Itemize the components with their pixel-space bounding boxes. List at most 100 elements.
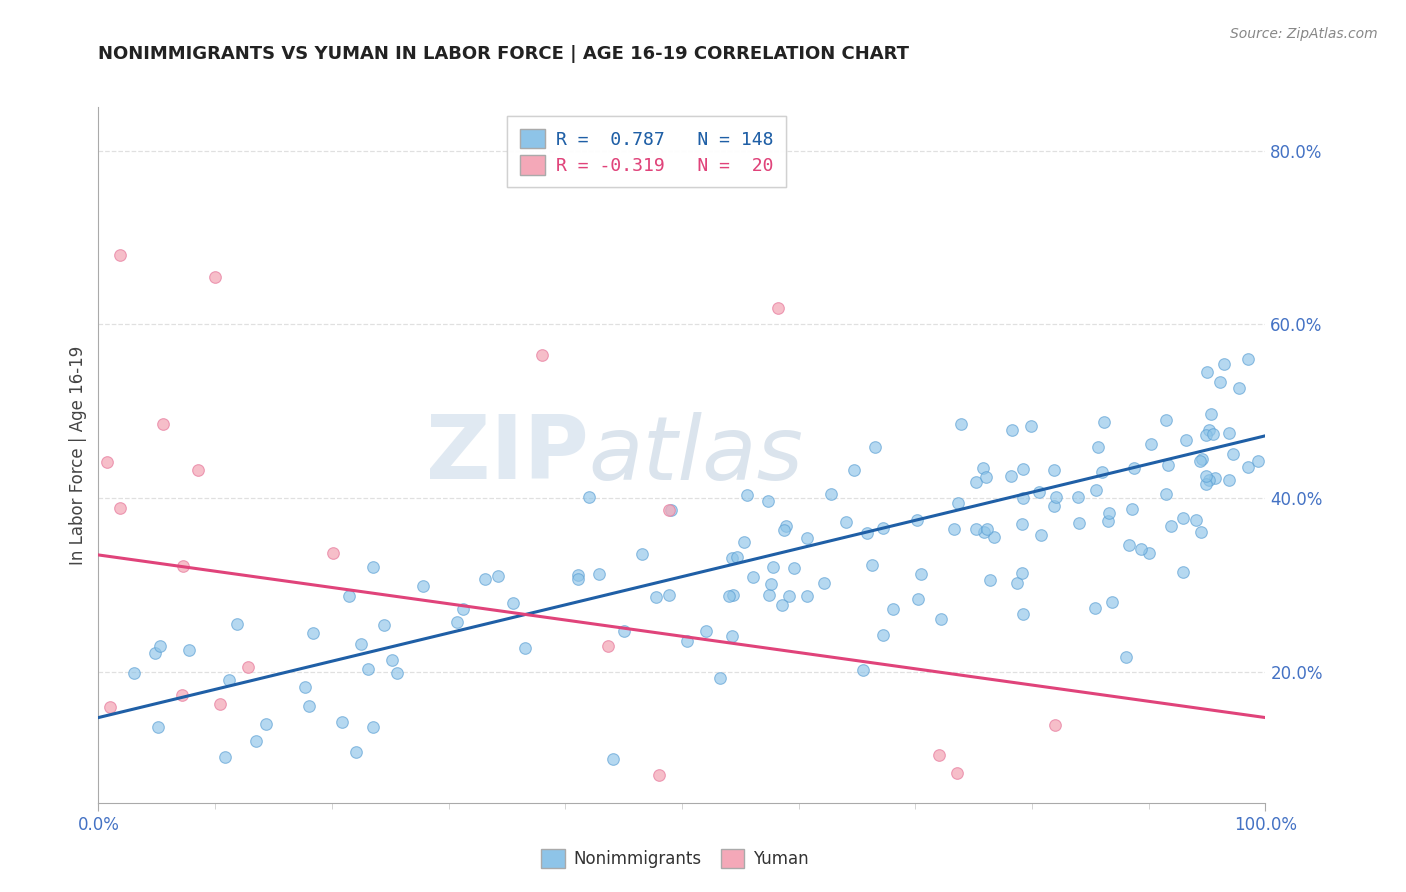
Point (661, 503, 683, 517)
Point (1175, 433, 1198, 447)
Point (1001, 423, 1024, 437)
Point (735, 488, 758, 502)
Point (1195, 428, 1218, 442)
Point (1218, 474, 1240, 488)
Point (1154, 487, 1177, 501)
Point (910, 567, 932, 582)
Point (965, 522, 987, 536)
Point (1197, 365, 1219, 379)
Point (907, 592, 929, 607)
Point (979, 573, 1001, 587)
Point (361, 560, 384, 574)
Point (1202, 427, 1225, 442)
Point (578, 491, 600, 505)
Point (1098, 506, 1121, 520)
Point (1195, 477, 1218, 491)
Point (172, 689, 194, 703)
Point (709, 671, 731, 685)
Point (602, 752, 624, 766)
Point (865, 440, 887, 454)
Point (152, 417, 174, 432)
Point (1000, 469, 1022, 483)
Point (796, 589, 818, 603)
Point (513, 640, 536, 655)
Point (733, 534, 755, 549)
Point (720, 629, 742, 643)
Point (742, 570, 765, 584)
Point (567, 572, 589, 586)
Point (330, 714, 353, 729)
Point (381, 653, 404, 667)
Point (631, 547, 654, 561)
Point (214, 750, 236, 764)
Legend: R =  0.787   N = 148, R = -0.319   N =  20: R = 0.787 N = 148, R = -0.319 N = 20 (508, 116, 786, 187)
Point (946, 495, 969, 509)
Point (1184, 513, 1206, 527)
Point (1156, 458, 1178, 473)
Y-axis label: In Labor Force | Age 16-19: In Labor Force | Age 16-19 (69, 345, 87, 565)
Point (983, 530, 1005, 544)
Point (1045, 490, 1067, 504)
Point (1118, 538, 1140, 552)
Point (762, 560, 785, 574)
Point (1011, 566, 1033, 581)
Text: Source: ZipAtlas.com: Source: ZipAtlas.com (1230, 27, 1378, 41)
Point (1029, 528, 1052, 542)
Point (1189, 524, 1212, 539)
Point (1005, 576, 1028, 591)
Text: ZIP: ZIP (426, 411, 589, 499)
Point (717, 589, 740, 603)
Point (294, 681, 316, 695)
Point (842, 463, 865, 477)
Point (882, 601, 904, 615)
Point (98, 700, 121, 714)
Point (1154, 413, 1177, 427)
Point (1227, 381, 1250, 395)
Point (96, 454, 118, 468)
Point (1091, 465, 1114, 479)
Point (1222, 447, 1244, 461)
Point (302, 625, 325, 640)
Point (965, 475, 987, 489)
Point (929, 612, 952, 626)
Point (110, 248, 132, 262)
Point (1137, 546, 1160, 560)
Point (596, 639, 619, 653)
Point (1115, 649, 1137, 664)
Point (852, 663, 875, 677)
Point (502, 596, 524, 610)
Point (1085, 483, 1108, 497)
Point (1195, 468, 1218, 483)
Point (778, 589, 800, 603)
Point (775, 518, 797, 533)
Point (813, 576, 835, 591)
Point (1121, 502, 1143, 516)
Point (658, 503, 681, 517)
Point (758, 588, 780, 602)
Point (675, 633, 697, 648)
Point (474, 572, 496, 586)
Point (530, 348, 553, 362)
Point (720, 550, 742, 565)
Point (613, 624, 636, 638)
Point (796, 531, 818, 545)
Point (1028, 485, 1050, 500)
Point (451, 601, 474, 615)
Point (146, 721, 169, 735)
Point (1019, 418, 1042, 433)
Point (972, 460, 994, 475)
Point (928, 747, 950, 762)
Point (723, 588, 745, 602)
Point (1069, 516, 1091, 530)
Point (872, 521, 894, 535)
Point (446, 615, 468, 629)
Point (1043, 463, 1066, 477)
Point (1092, 415, 1115, 429)
Point (1011, 516, 1033, 531)
Point (588, 567, 610, 582)
Point (1204, 471, 1226, 485)
Point (149, 639, 172, 653)
Text: NONIMMIGRANTS VS YUMAN IN LABOR FORCE | AGE 16-19 CORRELATION CHART: NONIMMIGRANTS VS YUMAN IN LABOR FORCE | … (98, 45, 910, 62)
Point (1173, 510, 1195, 524)
Point (946, 766, 969, 780)
